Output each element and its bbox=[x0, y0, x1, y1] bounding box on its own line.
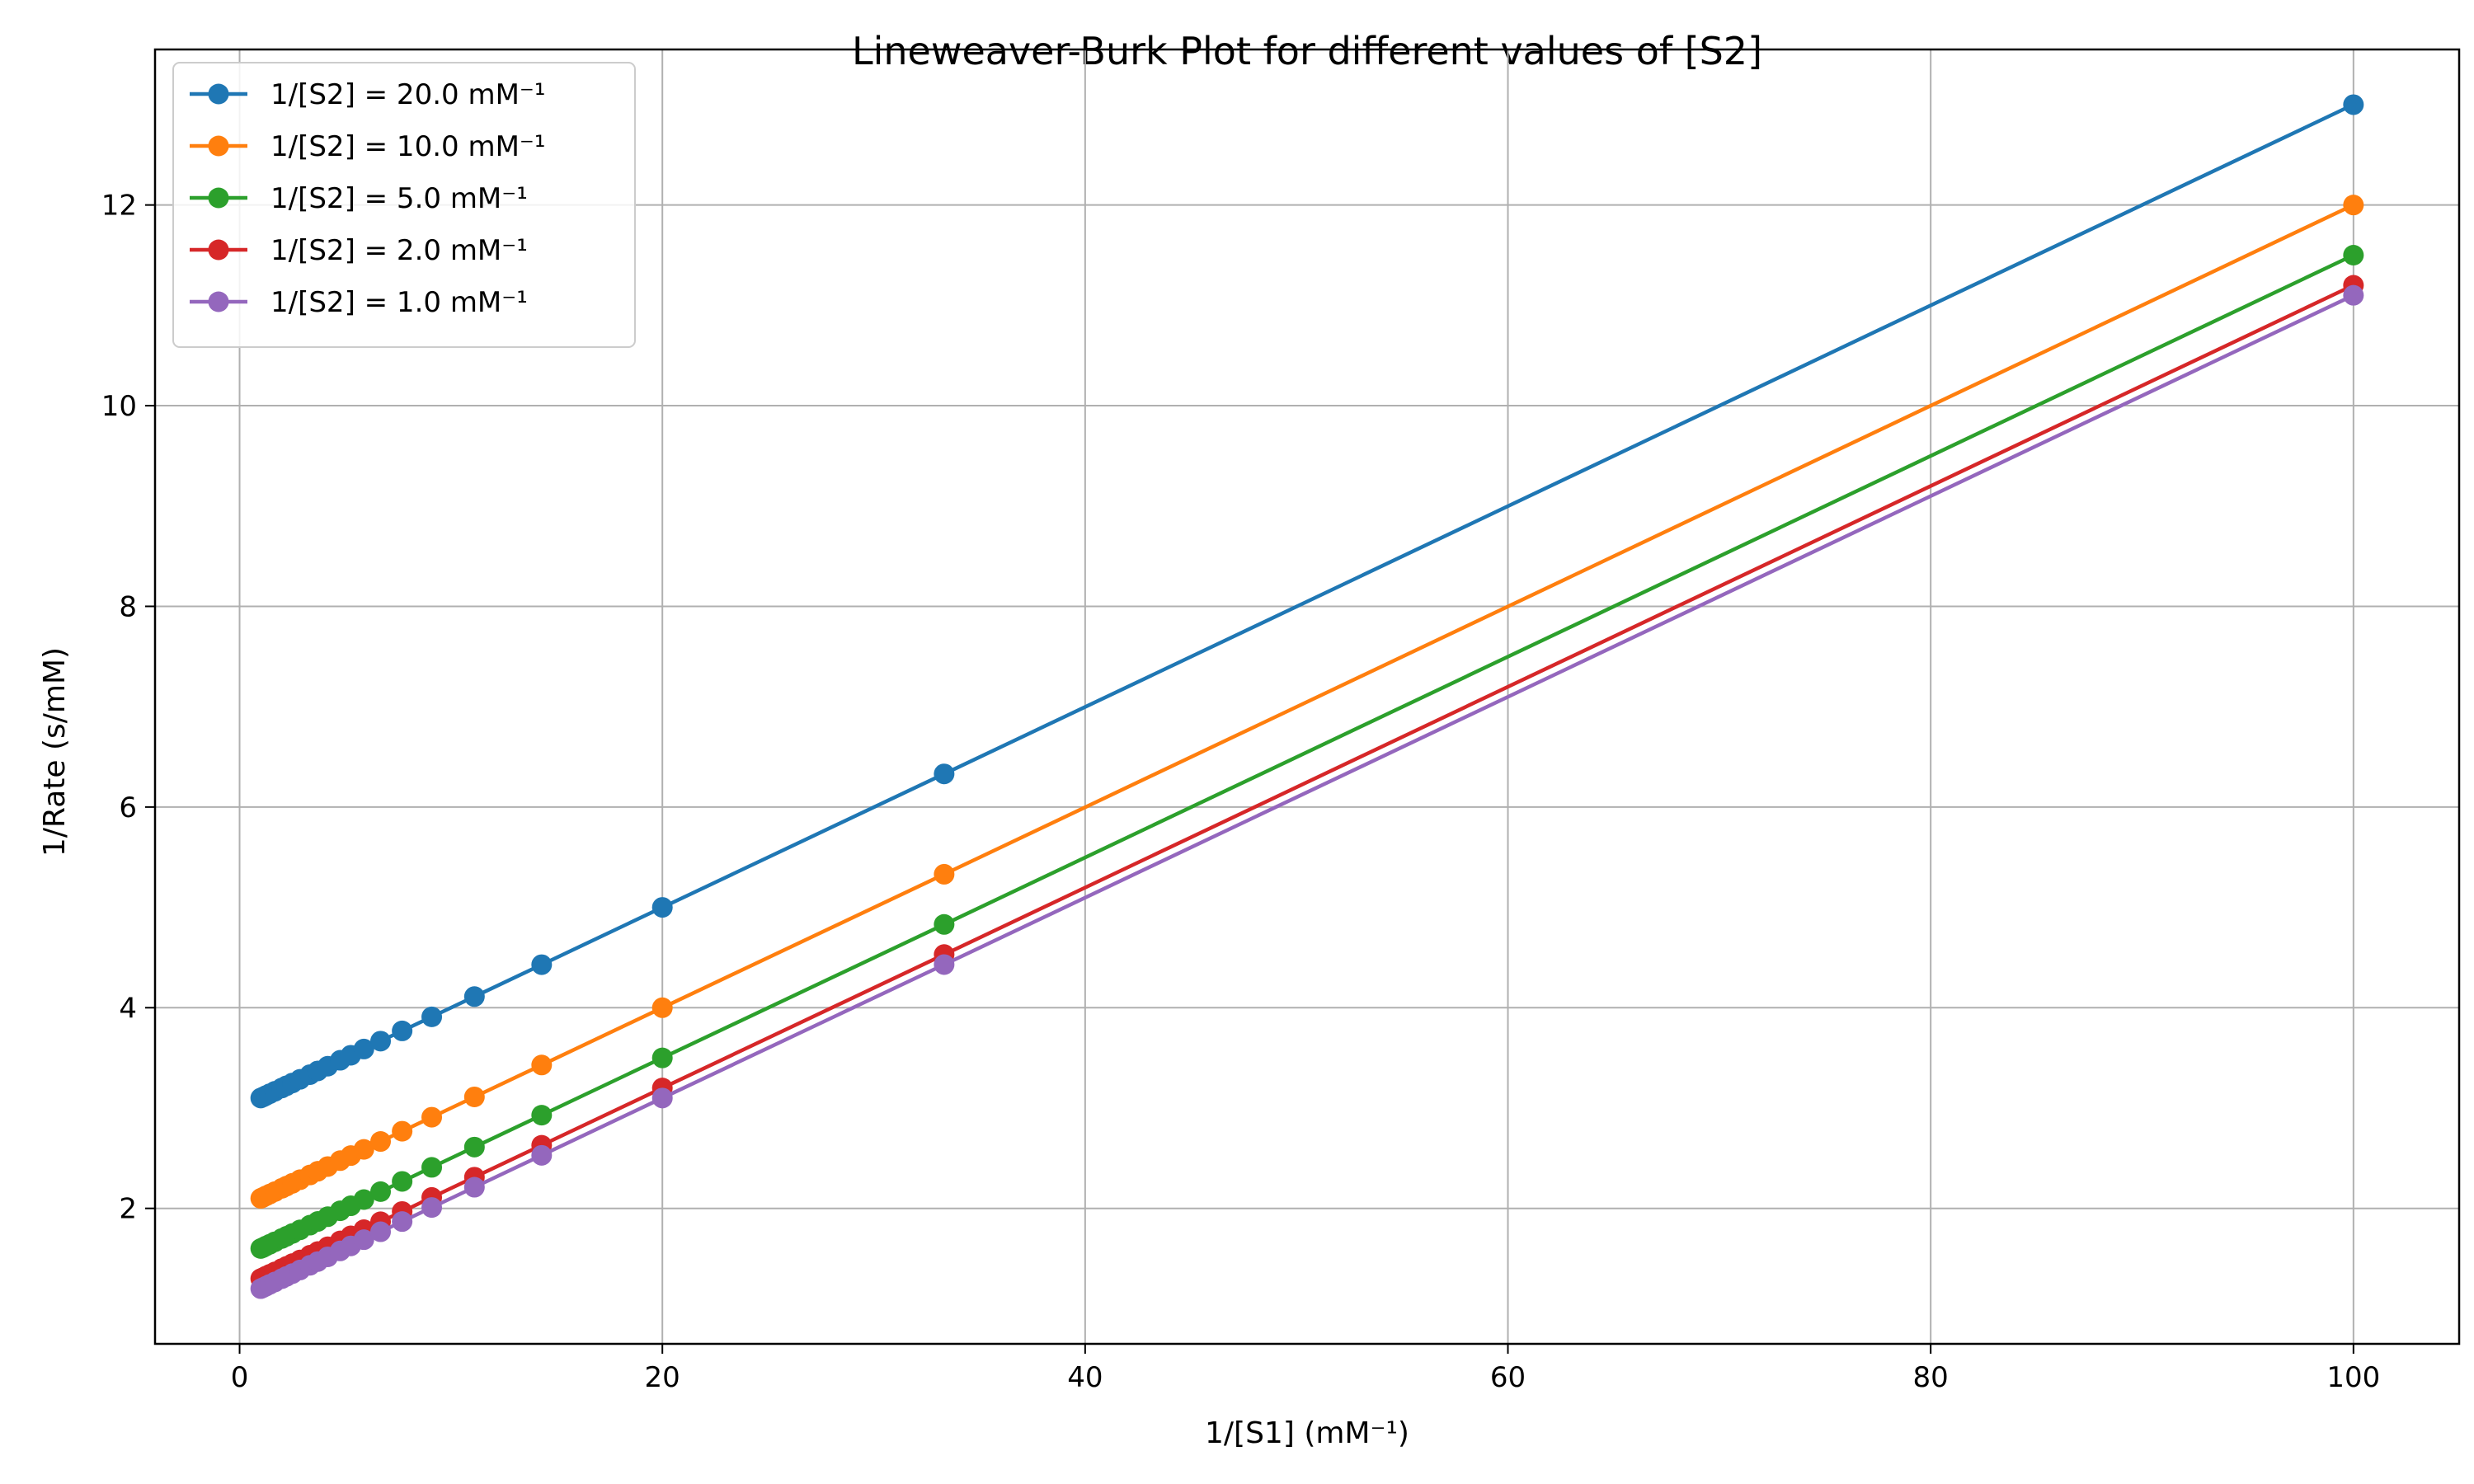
legend-label: 1/[S2] = 20.0 mM⁻¹ bbox=[270, 78, 545, 111]
x-tick-label: 0 bbox=[231, 1361, 249, 1394]
x-tick-label: 80 bbox=[1913, 1361, 1949, 1394]
data-point bbox=[392, 1171, 413, 1192]
legend-item: 1/[S2] = 2.0 mM⁻¹ bbox=[190, 234, 528, 267]
data-point bbox=[2343, 94, 2364, 115]
data-point bbox=[2343, 195, 2364, 216]
y-tick-label: 2 bbox=[119, 1193, 137, 1226]
data-point bbox=[353, 1139, 374, 1160]
data-point bbox=[2343, 244, 2364, 265]
y-tick-label: 6 bbox=[119, 791, 137, 824]
legend-swatch-marker bbox=[208, 291, 229, 312]
legend-item: 1/[S2] = 20.0 mM⁻¹ bbox=[190, 78, 545, 111]
data-point bbox=[651, 1087, 673, 1109]
legend-label: 1/[S2] = 2.0 mM⁻¹ bbox=[270, 234, 528, 267]
axis-ticks: 0 20 40 60 80 100 2 4 6 8 10 12 bbox=[101, 190, 2381, 1394]
x-axis-title: 1/[S1] (mM⁻¹) bbox=[1205, 1416, 1409, 1450]
legend-label: 1/[S2] = 5.0 mM⁻¹ bbox=[270, 182, 528, 215]
legend-item: 1/[S2] = 5.0 mM⁻¹ bbox=[190, 182, 528, 215]
series-3 bbox=[250, 275, 2364, 1289]
y-tick-label: 12 bbox=[101, 190, 137, 223]
series-2 bbox=[250, 244, 2364, 1259]
x-tick-label: 100 bbox=[2326, 1361, 2380, 1394]
data-point bbox=[392, 1120, 413, 1142]
chart-title: Lineweaver-Burk Plot for different value… bbox=[852, 29, 1762, 73]
data-point bbox=[531, 954, 553, 975]
data-point bbox=[463, 1086, 485, 1107]
series-0 bbox=[250, 94, 2364, 1109]
series-1 bbox=[250, 195, 2364, 1209]
data-point bbox=[421, 1106, 443, 1128]
series-layer bbox=[250, 94, 2364, 1299]
data-point bbox=[392, 1211, 413, 1233]
legend-swatch-marker bbox=[208, 135, 229, 157]
series-line bbox=[260, 283, 2354, 1280]
data-point bbox=[392, 1020, 413, 1041]
legend-item: 1/[S2] = 1.0 mM⁻¹ bbox=[190, 286, 528, 319]
legend-swatch-marker bbox=[208, 83, 229, 105]
legend-swatch-marker bbox=[208, 239, 229, 261]
data-point bbox=[531, 1144, 553, 1166]
data-point bbox=[370, 1131, 392, 1153]
x-tick-label: 20 bbox=[645, 1361, 680, 1394]
legend: 1/[S2] = 20.0 mM⁻¹ 1/[S2] = 10.0 mM⁻¹ 1/[S… bbox=[172, 62, 636, 348]
data-point bbox=[934, 913, 955, 935]
plot-frame bbox=[153, 48, 2461, 1345]
data-point bbox=[531, 1105, 553, 1126]
data-point bbox=[353, 1229, 374, 1251]
data-point bbox=[651, 1047, 673, 1068]
data-point bbox=[934, 763, 955, 785]
data-point bbox=[463, 1176, 485, 1198]
y-axis-title: 1/Rate (s/mM) bbox=[38, 647, 72, 857]
y-tick-label: 4 bbox=[119, 992, 137, 1025]
legend-swatch-marker bbox=[208, 187, 229, 209]
series-line bbox=[260, 253, 2354, 1251]
legend-label: 1/[S2] = 10.0 mM⁻¹ bbox=[270, 130, 545, 163]
series-line bbox=[260, 203, 2354, 1200]
data-point bbox=[463, 986, 485, 1007]
x-tick-label: 40 bbox=[1067, 1361, 1103, 1394]
data-point bbox=[370, 1031, 392, 1052]
data-point bbox=[421, 1157, 443, 1178]
series-line bbox=[260, 294, 2354, 1291]
legend-label: 1/[S2] = 1.0 mM⁻¹ bbox=[270, 286, 528, 319]
data-point bbox=[2343, 284, 2364, 306]
data-point bbox=[370, 1181, 392, 1202]
data-point bbox=[463, 1136, 485, 1158]
data-point bbox=[934, 863, 955, 885]
data-point bbox=[370, 1221, 392, 1242]
data-point bbox=[421, 1197, 443, 1219]
data-point bbox=[651, 997, 673, 1018]
y-tick-label: 10 bbox=[101, 390, 137, 423]
data-point bbox=[353, 1038, 374, 1059]
data-point bbox=[421, 1006, 443, 1027]
legend-box bbox=[172, 62, 636, 348]
legend-item: 1/[S2] = 10.0 mM⁻¹ bbox=[190, 130, 545, 163]
data-point bbox=[531, 1054, 553, 1076]
x-tick-label: 60 bbox=[1490, 1361, 1526, 1394]
data-point bbox=[651, 897, 673, 918]
data-point bbox=[934, 954, 955, 975]
data-point bbox=[353, 1189, 374, 1210]
series-4 bbox=[250, 284, 2364, 1299]
y-tick-label: 8 bbox=[119, 590, 137, 623]
